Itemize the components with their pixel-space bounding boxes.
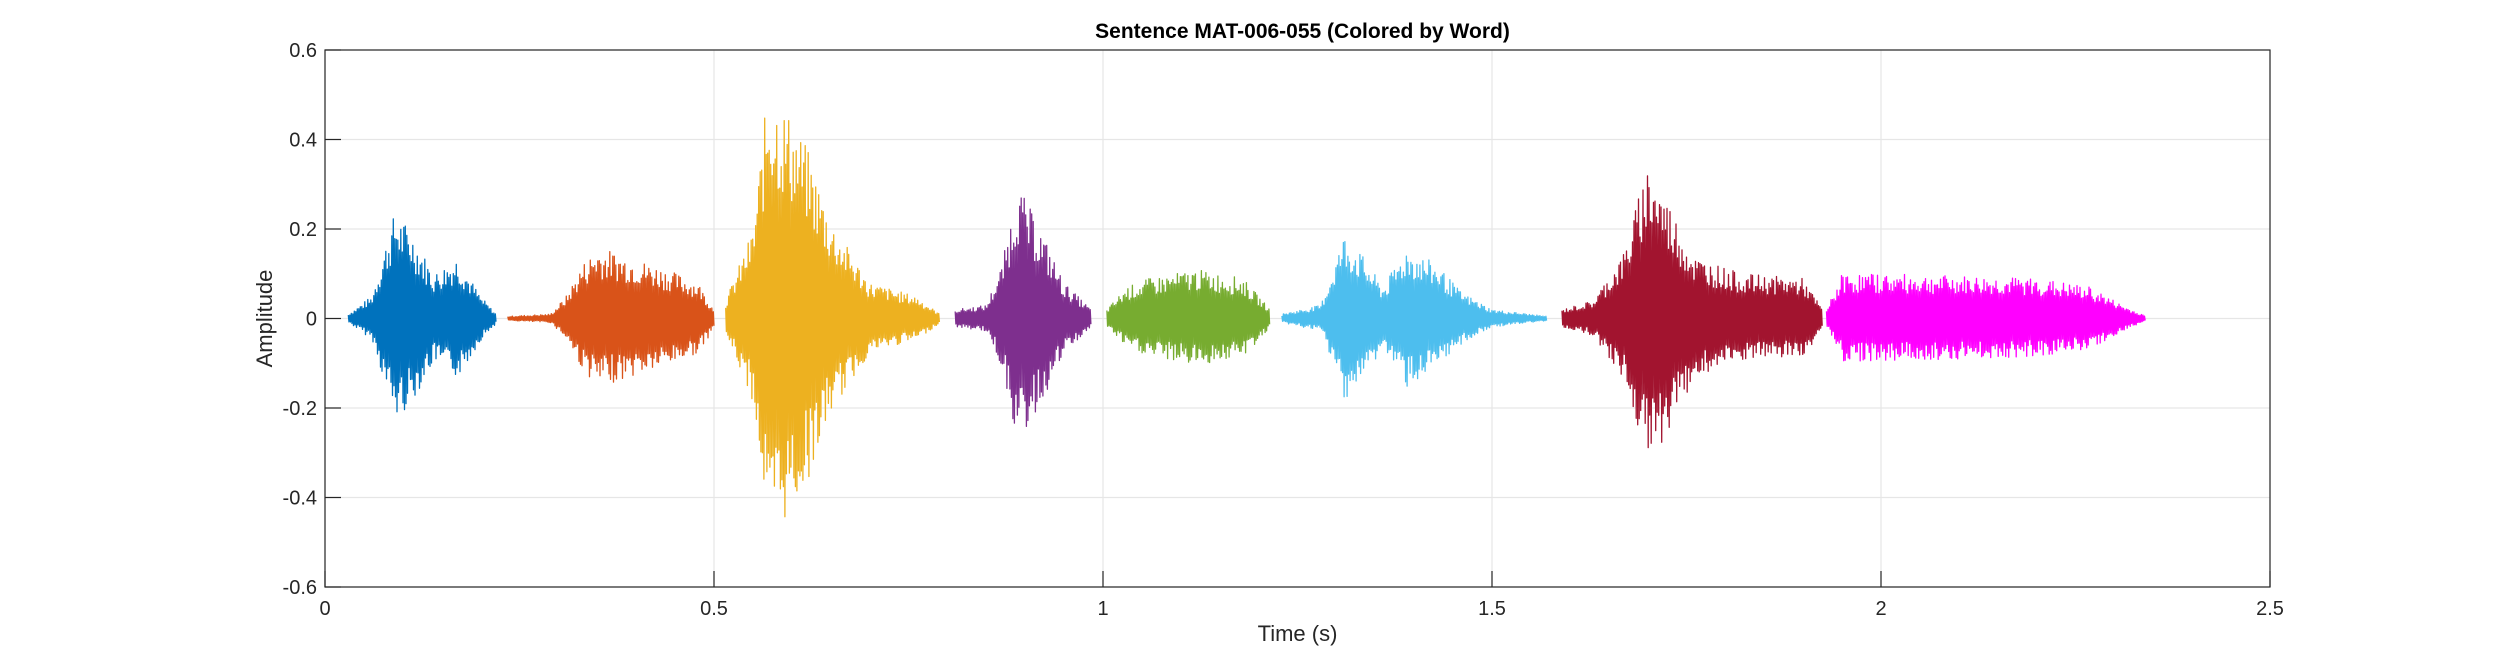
y-axis-label: Amplitude bbox=[252, 270, 277, 368]
word-7-waveform bbox=[1561, 175, 1823, 449]
word-5-waveform bbox=[1106, 269, 1271, 364]
y-tick-label: -0.6 bbox=[283, 577, 317, 599]
word-4-waveform bbox=[954, 197, 1092, 428]
series-layer bbox=[347, 117, 2146, 518]
x-tick-label: 1.5 bbox=[1478, 598, 1506, 620]
y-tick-label: -0.4 bbox=[283, 488, 317, 510]
tick-layer: 0 0.5 1 1.5 2 2.5 0.6 0.4 0.2 0 -0.2 -0.4 -0.6 bbox=[283, 40, 2284, 620]
x-axis-label: Time (s) bbox=[1258, 621, 1338, 646]
x-tick-label: 0 bbox=[319, 598, 330, 620]
chart-title: Sentence MAT-006-055 (Colored by Word) bbox=[1095, 20, 1510, 43]
word-1-waveform bbox=[347, 218, 497, 413]
y-tick-label: 0 bbox=[306, 309, 317, 331]
x-tick-label: 2 bbox=[1875, 598, 1886, 620]
word-2-waveform bbox=[507, 251, 715, 383]
x-tick-label: 2.5 bbox=[2256, 598, 2284, 620]
word-8-waveform bbox=[1825, 273, 2146, 362]
y-tick-label: 0.6 bbox=[289, 40, 317, 62]
x-tick-label: 0.5 bbox=[700, 598, 728, 620]
y-tick-label: -0.2 bbox=[283, 398, 317, 420]
word-3-waveform bbox=[725, 117, 941, 518]
x-tick-label: 1 bbox=[1097, 598, 1108, 620]
word-6-waveform bbox=[1281, 241, 1548, 398]
y-tick-label: 0.4 bbox=[289, 130, 317, 152]
y-tick-label: 0.2 bbox=[289, 219, 317, 241]
